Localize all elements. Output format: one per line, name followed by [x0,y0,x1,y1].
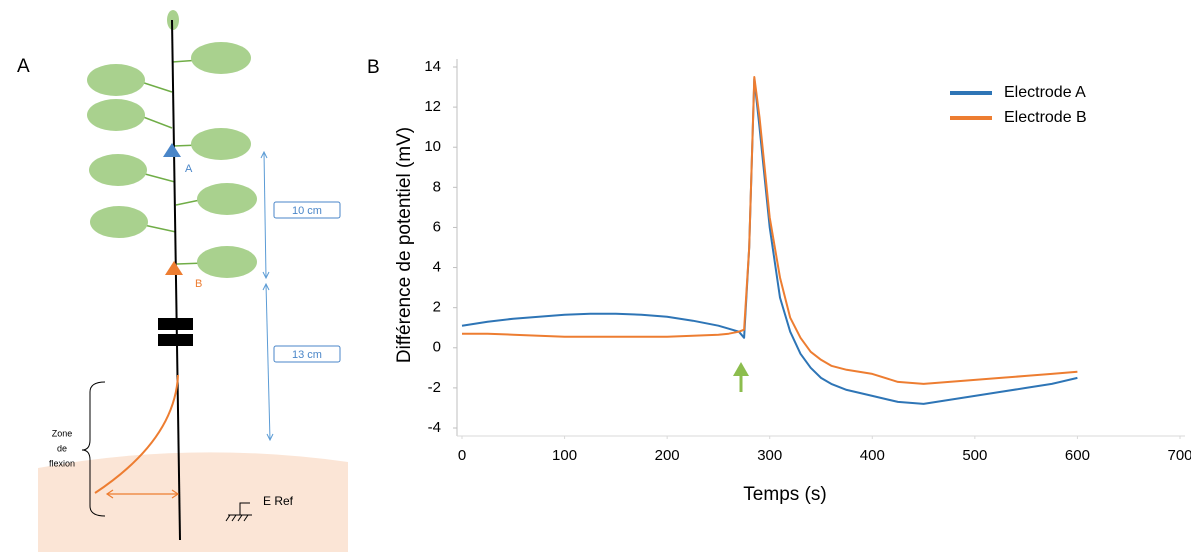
ground-symbol [225,502,252,522]
series-line [462,76,1078,385]
x-axis-title: Temps (s) [743,484,826,505]
y-tick-label: -2 [428,379,441,396]
petioles [129,59,206,265]
x-tick-label: 300 [757,447,782,464]
electrode-b-marker [165,261,183,275]
panel-label: A [17,56,30,77]
leaves [87,10,257,278]
ground [38,452,348,552]
x-tick-label: 600 [1065,447,1090,464]
y-axis-title: Différence de potentiel (mV) [394,127,415,363]
zone-label: flexion [49,458,75,468]
zone-label: de [57,443,67,453]
break-mark [158,334,193,346]
x-tick-label: 100 [552,447,577,464]
y-tick-label: 0 [433,339,441,356]
flexion-arrow [105,489,180,499]
distance-label: 10 cm [292,205,322,217]
x-tick-label: 400 [860,447,885,464]
panel-label: B [367,57,380,78]
y-tick-label: 8 [433,178,441,195]
legend-label: Electrode B [1004,109,1087,126]
y-tick-label: -4 [428,419,441,436]
y-tick-label: 14 [424,58,441,75]
flexed-stem [94,374,179,494]
break-mark [158,318,193,330]
label-box [273,201,341,219]
electrode-label: A [185,163,193,175]
y-tick-label: 6 [433,218,441,235]
distance-label: 13 cm [292,349,322,361]
stem [171,19,181,541]
x-tick-label: 200 [655,447,680,464]
legend-label: Electrode A [1004,84,1086,101]
electrode-a-marker [163,143,181,157]
reference-label: E Ref [263,494,294,508]
y-tick-label: 12 [424,98,441,115]
chart: -4 -2 0 2 4 6 8 10 12 14 0 100 200 300 400 500 600 700 Tem… [394,58,1191,505]
dimension-lines [260,150,274,442]
x-tick-label: 500 [962,447,987,464]
x-tick-label: 700 [1167,447,1191,464]
electrode-label: B [195,278,202,290]
zone-label: Zone [52,428,73,438]
label-box [273,345,341,363]
y-tick-label: 4 [433,259,441,276]
plant-diagram: A B 10 cm 13 cm Zone de flexion E Ref [38,10,348,552]
y-tick-label: 10 [424,138,441,155]
series-line [461,78,1078,405]
y-tick-label: 2 [433,299,441,316]
bracket [81,381,106,517]
x-tick-label: 0 [458,447,466,464]
stimulus-arrow [733,362,749,392]
